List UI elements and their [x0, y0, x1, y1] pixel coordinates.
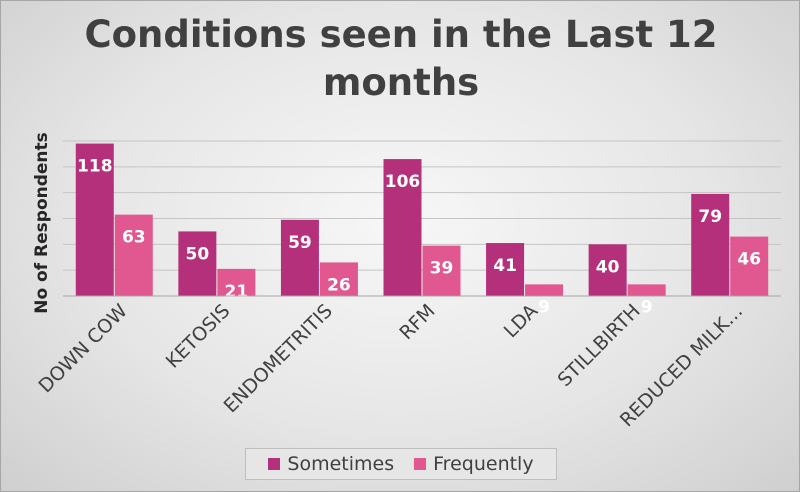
- bar-sometimes-4: [383, 159, 422, 296]
- bar-frequently-4: [422, 245, 461, 296]
- data-label-frequently-3: 26: [327, 275, 351, 295]
- data-label-sometimes-4: 106: [385, 172, 421, 192]
- data-label-frequently-7: 46: [737, 250, 761, 270]
- data-label-sometimes-3: 59: [288, 233, 312, 253]
- y-axis-label: No of Respondents: [32, 132, 52, 314]
- data-label-sometimes-6: 40: [596, 257, 620, 277]
- data-label-sometimes-7: 79: [698, 207, 722, 227]
- data-label-frequently-6: 9: [641, 297, 653, 317]
- bar-frequently-7: [730, 236, 769, 296]
- bar-frequently-5: [525, 284, 564, 296]
- legend-item-frequently: Frequently: [414, 453, 534, 475]
- data-label-frequently-1: 63: [122, 228, 146, 248]
- data-label-sometimes-5: 41: [493, 256, 517, 276]
- bar-sometimes-2: [178, 231, 217, 296]
- legend-swatch-sometimes: [268, 458, 281, 470]
- x-tick-label: RFM: [395, 300, 439, 344]
- legend-label-sometimes: Sometimes: [287, 453, 395, 475]
- legend-item-sometimes: Sometimes: [268, 453, 394, 475]
- x-tick-label: STILLBIRTH: [554, 300, 645, 391]
- bar-frequently-1: [114, 214, 153, 296]
- legend-label-frequently: Frequently: [433, 453, 534, 475]
- bar-frequently-2: [217, 268, 256, 296]
- bar-sometimes-7: [691, 193, 730, 296]
- chart-legend: Sometimes Frequently: [245, 448, 557, 480]
- data-label-sometimes-2: 50: [186, 244, 210, 264]
- bar-sometimes-5: [486, 243, 525, 296]
- data-label-sometimes-1: 118: [77, 157, 113, 177]
- legend-swatch-frequently: [414, 458, 427, 470]
- bar-frequently-3: [319, 262, 358, 296]
- x-tick-label: KETOSIS: [162, 300, 235, 373]
- chart-title: Conditions seen in the Last 12 months: [84, 13, 718, 104]
- x-tick-label: ENDOMETRITIS: [220, 300, 337, 417]
- x-tick-label: LDA: [500, 300, 542, 342]
- bar-sometimes-6: [588, 244, 627, 296]
- bar-sometimes-1: [75, 143, 114, 296]
- bar-sometimes-3: [280, 219, 319, 296]
- data-label-frequently-5: 9: [538, 297, 550, 317]
- bar-frequently-6: [627, 284, 666, 296]
- data-label-frequently-4: 39: [430, 259, 454, 279]
- data-label-frequently-2: 21: [225, 282, 249, 302]
